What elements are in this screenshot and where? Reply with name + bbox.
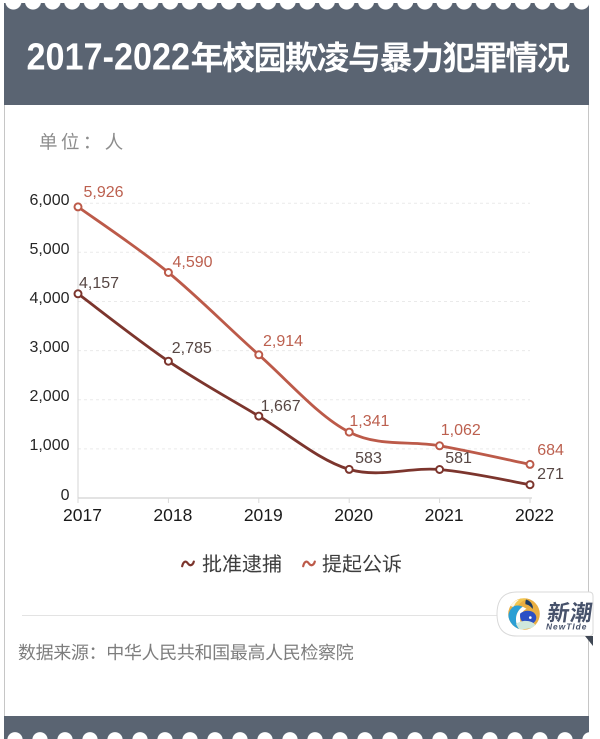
svg-text:NewTIde: NewTIde [546,621,587,631]
